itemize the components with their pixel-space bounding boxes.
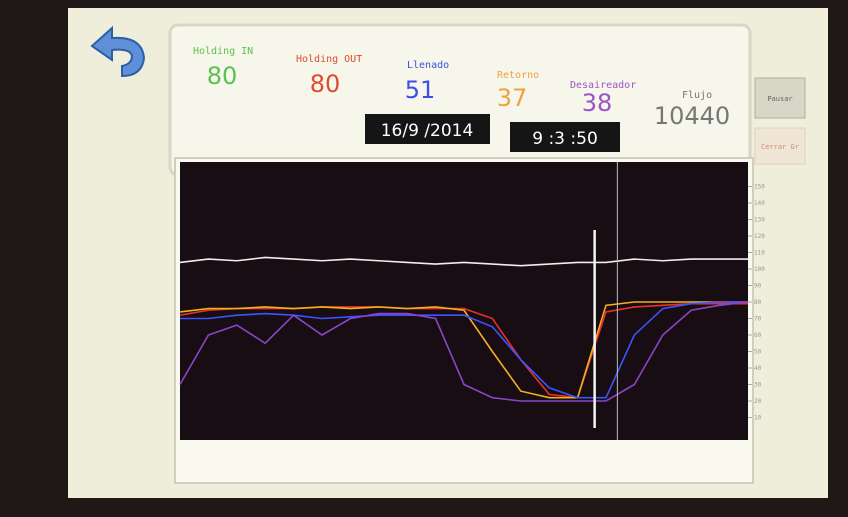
reading-value: 80 (207, 62, 238, 90)
y-tick-label: 150 (754, 184, 765, 191)
reading-label: Holding OUT (296, 54, 362, 65)
reading-value: 10440 (654, 102, 730, 130)
y-tick-label: 90 (754, 283, 762, 290)
reading-label: Llenado (407, 60, 449, 71)
screen: 16/9 /2014 9 :3 :50 Pausar Cerrar Gr Hol… (0, 0, 848, 517)
y-tick-label: 40 (754, 365, 762, 372)
plot-area (180, 162, 748, 440)
reading-label: Flujo (682, 90, 712, 101)
y-tick-label: 100 (754, 266, 765, 273)
y-tick-label: 70 (754, 316, 762, 323)
reading-label: Holding IN (193, 46, 253, 57)
close-label[interactable]: Cerrar Gr (761, 143, 799, 151)
reading-value: 80 (310, 70, 341, 98)
reading-label: Retorno (497, 70, 539, 81)
reading-value: 37 (497, 84, 528, 112)
y-tick-label: 130 (754, 217, 765, 224)
y-tick-label: 80 (754, 299, 762, 306)
y-tick-label: 50 (754, 349, 762, 356)
y-tick-label: 30 (754, 382, 762, 389)
y-tick-label: 60 (754, 332, 762, 339)
date: 16/9 /2014 (381, 121, 474, 141)
page: 16/9 /2014 9 :3 :50 Pausar Cerrar Gr Hol… (0, 0, 848, 517)
y-tick-label: 20 (754, 398, 762, 405)
pause-label[interactable]: Pausar (767, 95, 792, 103)
reading-value: 38 (582, 89, 613, 117)
time: 9 :3 :50 (532, 129, 598, 149)
y-tick-label: 10 (754, 415, 762, 422)
y-tick-label: 140 (754, 200, 765, 207)
y-tick-label: 120 (754, 233, 765, 240)
y-tick-label: 110 (754, 250, 765, 257)
reading-value: 51 (405, 76, 436, 104)
header-panel (170, 25, 750, 175)
